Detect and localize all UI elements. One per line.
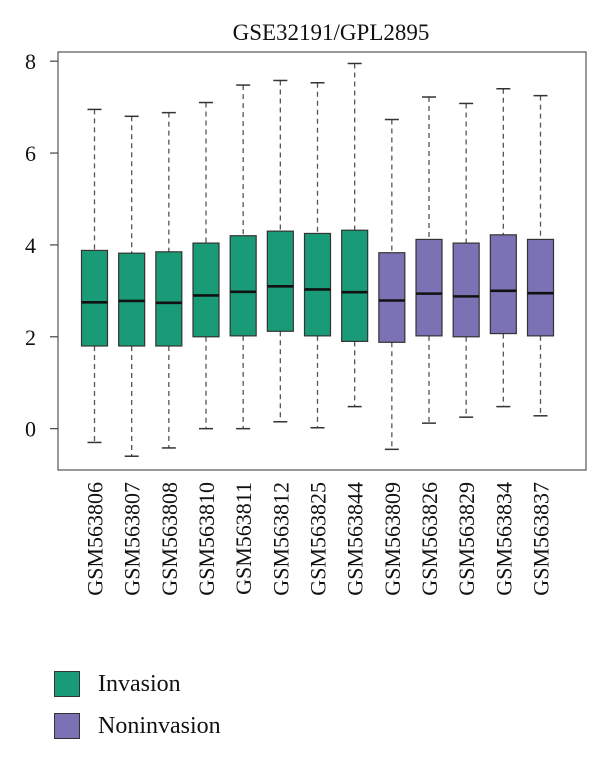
y-tick-label: 6 — [25, 141, 36, 166]
x-tick-label: GSM563808 — [157, 482, 182, 596]
boxplot-GSM563844 — [341, 62, 369, 408]
box — [266, 230, 294, 332]
legend-item-invasion: Invasion — [54, 667, 221, 701]
y-axis: 0 2 4 6 8 — [25, 49, 58, 442]
x-tick-label: GSM563806 — [83, 482, 108, 596]
box — [489, 234, 517, 335]
x-tick-label: GSM563807 — [120, 482, 145, 596]
x-tick-label: GSM563834 — [491, 482, 516, 596]
y-tick-label: 8 — [25, 49, 36, 74]
x-tick-label: GSM563812 — [268, 482, 293, 596]
x-tick-label: GSM563825 — [306, 482, 331, 596]
box — [229, 235, 257, 337]
box — [378, 252, 406, 343]
box — [415, 238, 443, 337]
boxplot-GSM563809 — [378, 118, 406, 451]
box — [118, 252, 146, 347]
chart-title: GSE32191/GPL2895 — [233, 20, 430, 45]
legend-swatch-noninvasion — [54, 713, 80, 739]
boxplot-GSM563837 — [526, 94, 555, 417]
legend-item-noninvasion: Noninvasion — [54, 709, 221, 743]
legend-label-invasion: Invasion — [98, 670, 181, 697]
boxplot-GSM563812 — [266, 79, 294, 423]
x-tick-label: GSM563811 — [231, 482, 256, 595]
legend: Invasion Noninvasion — [54, 667, 221, 751]
boxplot-GSM563810 — [192, 101, 220, 430]
y-tick-label: 2 — [25, 325, 36, 350]
boxplot-GSM563811 — [229, 84, 257, 430]
legend-swatch-invasion — [54, 671, 80, 697]
boxplot-GSM563826 — [415, 96, 443, 424]
plot-frame — [57, 51, 587, 471]
x-tick-label: GSM563829 — [454, 482, 479, 596]
box — [452, 242, 480, 338]
boxplot-GSM563825 — [303, 82, 332, 429]
boxplot-GSM563829 — [452, 102, 480, 418]
box — [341, 229, 369, 342]
box — [80, 249, 109, 347]
boxplot-GSM563808 — [155, 111, 183, 449]
x-tick-label: GSM563837 — [529, 482, 554, 596]
y-tick-label: 0 — [25, 417, 36, 442]
x-tick-label: GSM563809 — [380, 482, 405, 596]
box — [192, 242, 220, 338]
boxplots — [80, 62, 555, 457]
boxplot-GSM563806 — [80, 108, 109, 444]
boxplot-GSM563834 — [489, 87, 517, 408]
legend-label-noninvasion: Noninvasion — [98, 712, 221, 739]
box — [526, 238, 555, 337]
y-tick-label: 4 — [25, 233, 36, 258]
x-tick-label: GSM563810 — [194, 482, 219, 596]
box — [303, 232, 332, 337]
box — [155, 251, 183, 347]
x-tick-label: GSM563826 — [417, 482, 442, 596]
x-axis-labels: GSM563806 GSM563807 GSM563808 GSM563810 GSM5… — [83, 482, 554, 596]
x-tick-label: GSM563844 — [343, 482, 368, 596]
boxplot-GSM563807 — [118, 115, 146, 457]
